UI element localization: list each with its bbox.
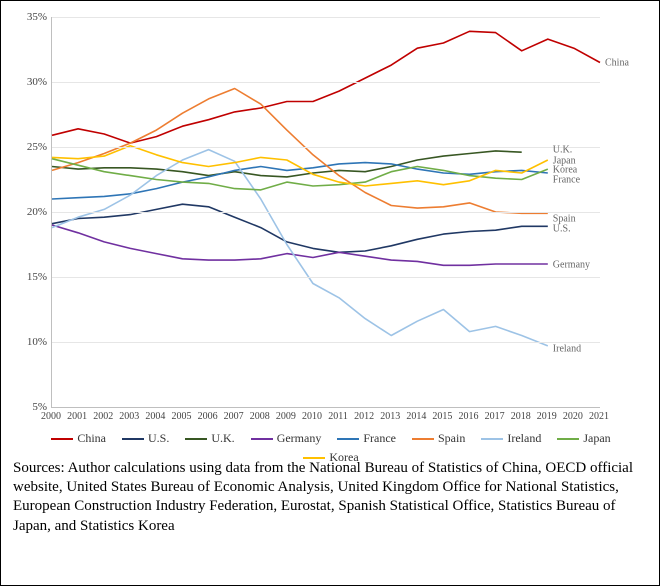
- series-line-china: [52, 31, 600, 143]
- y-tick-label: 35%: [13, 11, 47, 23]
- series-end-label: Spain: [553, 213, 576, 224]
- legend-item: Japan: [557, 431, 610, 446]
- x-tick-label: 2002: [93, 411, 113, 422]
- y-tick-label: 10%: [13, 336, 47, 348]
- legend-item: Korea: [303, 450, 358, 465]
- x-tick-label: 2010: [302, 411, 322, 422]
- x-tick-label: 2009: [276, 411, 296, 422]
- grid-line: [52, 17, 600, 18]
- legend-swatch: [303, 457, 325, 459]
- legend-item: U.S.: [122, 431, 169, 446]
- legend-label: Germany: [277, 431, 322, 446]
- legend-swatch: [251, 438, 273, 440]
- x-tick-label: 2003: [119, 411, 139, 422]
- chart-area: China U.S. U.K. Germany France Spain Ireland Ja…: [13, 11, 649, 451]
- figure-frame: China U.S. U.K. Germany France Spain Ireland Ja…: [0, 0, 660, 586]
- x-tick-label: 2014: [406, 411, 426, 422]
- legend-swatch: [122, 438, 144, 440]
- x-tick-label: 2019: [537, 411, 557, 422]
- x-tick-label: 2012: [354, 411, 374, 422]
- grid-line: [52, 342, 600, 343]
- grid-line: [52, 277, 600, 278]
- legend-label: U.K.: [211, 431, 234, 446]
- series-end-label: Ireland: [553, 343, 581, 354]
- x-tick-label: 2001: [67, 411, 87, 422]
- y-tick-label: 25%: [13, 141, 47, 153]
- legend-item: China: [51, 431, 106, 446]
- legend-label: France: [363, 431, 396, 446]
- legend-label: Ireland: [507, 431, 541, 446]
- grid-line: [52, 147, 600, 148]
- legend-swatch: [481, 438, 503, 440]
- x-tick-label: 2016: [459, 411, 479, 422]
- series-end-label: France: [553, 174, 580, 185]
- legend-label: Japan: [583, 431, 610, 446]
- legend-item: Germany: [251, 431, 322, 446]
- x-tick-label: 2015: [432, 411, 452, 422]
- series-end-label: China: [605, 57, 629, 68]
- legend-label: China: [77, 431, 106, 446]
- x-tick-label: 2005: [171, 411, 191, 422]
- series-end-label: Germany: [553, 260, 590, 271]
- legend-item: Spain: [412, 431, 465, 446]
- x-tick-label: 2021: [589, 411, 609, 422]
- series-end-label: U.K.: [553, 144, 572, 155]
- legend-swatch: [185, 438, 207, 440]
- legend-item: U.K.: [185, 431, 234, 446]
- legend-label: U.S.: [148, 431, 169, 446]
- legend-item: Ireland: [481, 431, 541, 446]
- x-tick-label: 2008: [250, 411, 270, 422]
- grid-line: [52, 212, 600, 213]
- x-tick-label: 2018: [511, 411, 531, 422]
- legend-swatch: [412, 438, 434, 440]
- legend-label: Korea: [329, 450, 358, 465]
- x-tick-label: 2006: [198, 411, 218, 422]
- source-caption: Sources: Author calculations using data …: [13, 459, 633, 536]
- x-tick-label: 2013: [380, 411, 400, 422]
- y-tick-label: 30%: [13, 76, 47, 88]
- y-tick-label: 15%: [13, 271, 47, 283]
- legend-swatch: [557, 438, 579, 440]
- legend: China U.S. U.K. Germany France Spain Ireland Ja…: [51, 431, 611, 465]
- x-tick-label: 2020: [563, 411, 583, 422]
- plot-region: [51, 17, 600, 408]
- series-end-label: U.S.: [553, 223, 571, 234]
- legend-item: France: [337, 431, 396, 446]
- legend-swatch: [51, 438, 73, 440]
- grid-line: [52, 82, 600, 83]
- x-tick-label: 2000: [41, 411, 61, 422]
- series-line-korea: [52, 146, 548, 186]
- x-tick-label: 2011: [328, 411, 348, 422]
- x-tick-label: 2007: [224, 411, 244, 422]
- legend-label: Spain: [438, 431, 465, 446]
- y-tick-label: 20%: [13, 206, 47, 218]
- legend-swatch: [337, 438, 359, 440]
- x-tick-label: 2004: [145, 411, 165, 422]
- x-tick-label: 2017: [485, 411, 505, 422]
